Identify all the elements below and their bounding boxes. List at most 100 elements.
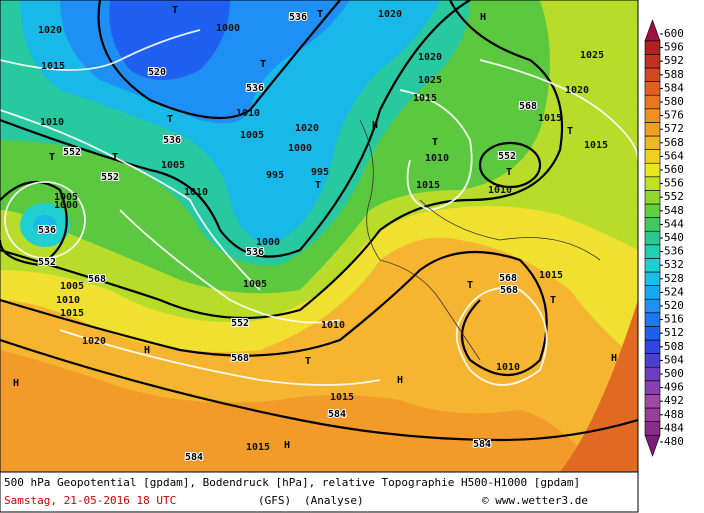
colorbar-swatch — [644, 244, 661, 259]
colorbar-swatch — [644, 421, 661, 436]
caption-credit: © www.wetter3.de — [482, 494, 588, 507]
map-label: T — [567, 126, 573, 137]
map-label: H — [611, 353, 617, 364]
colorbar-swatch — [644, 366, 661, 382]
colorbar-label: 600 — [664, 27, 684, 40]
map-label: 584 — [328, 409, 346, 420]
colorbar-swatch — [644, 326, 661, 341]
colorbar-swatch — [644, 122, 661, 137]
colorbar-swatch — [644, 217, 661, 232]
map-label: 995 — [266, 170, 284, 181]
map-label: 536 — [289, 12, 307, 23]
map-label: 552 — [38, 257, 56, 268]
colorbar-label: 496 — [664, 381, 684, 394]
map-label: T — [315, 180, 321, 191]
colorbar-swatch — [644, 407, 661, 422]
map-label: T — [49, 152, 55, 163]
caption-run: (Analyse) — [304, 494, 364, 507]
colorbar-label: 536 — [664, 245, 684, 258]
map-label: 1000 — [288, 143, 312, 154]
map-label: 536 — [246, 247, 264, 258]
colorbar-label: 488 — [664, 408, 684, 421]
colorbar-label: 520 — [664, 299, 684, 312]
colorbar-swatch — [644, 135, 661, 150]
colorbar-label: 524 — [664, 285, 684, 298]
colorbar-label: 544 — [664, 217, 684, 230]
map-label: 1020 — [38, 25, 62, 36]
map-label: 1000 — [256, 237, 280, 248]
map-label: T — [260, 59, 266, 70]
map-label: 1025 — [418, 75, 442, 86]
colorbar-swatch — [644, 434, 661, 457]
colorbar-swatch — [644, 380, 661, 395]
colorbar-label: 492 — [664, 394, 684, 407]
map-label: 1015 — [416, 180, 440, 191]
map-label: 1000 — [216, 23, 240, 34]
colorbar-label: 584 — [664, 81, 684, 94]
map-label: 1015 — [246, 442, 270, 453]
map-label: 1010 — [496, 362, 520, 373]
map-area — [0, 0, 639, 472]
map-label: T — [172, 5, 178, 16]
colorbar-swatch — [644, 190, 661, 205]
colorbar-swatch — [644, 67, 661, 82]
colorbar-label: 556 — [664, 177, 684, 190]
map-label: 568 — [88, 274, 106, 285]
colorbar-swatch — [644, 19, 661, 42]
colorbar-label: 588 — [664, 68, 684, 81]
colorbar-swatch — [644, 339, 661, 354]
map-label: 1015 — [538, 113, 562, 124]
caption-title: 500 hPa Geopotential [gpdam], Bodendruck… — [4, 476, 580, 489]
colorbar-swatch — [644, 54, 661, 69]
colorbar-swatch — [644, 271, 661, 286]
colorbar-label: 532 — [664, 258, 684, 271]
map-label: 536 — [163, 135, 181, 146]
colorbar-swatch — [644, 258, 661, 273]
map-label: 1010 — [488, 185, 512, 196]
map-label: 1005 — [243, 279, 267, 290]
colorbar-label: 560 — [664, 163, 684, 176]
map-label: 536 — [38, 225, 56, 236]
map-label: H — [13, 378, 19, 389]
map-label: 1015 — [330, 392, 354, 403]
map-label: T — [506, 167, 512, 178]
colorbar-label: 568 — [664, 136, 684, 149]
map-label: 536 — [246, 83, 264, 94]
map-label: 1020 — [565, 85, 589, 96]
map-label: 1000 — [54, 200, 78, 211]
map-label: 995 — [311, 167, 329, 178]
colorbar-swatch — [644, 298, 661, 314]
map-label: 1010 — [321, 320, 345, 331]
colorbar-swatch — [644, 394, 661, 409]
colorbar-swatch — [644, 203, 661, 218]
colorbar-label: 580 — [664, 95, 684, 108]
map-label: 1010 — [184, 187, 208, 198]
map-label: 1005 — [54, 192, 78, 203]
map-label: 520 — [148, 67, 166, 78]
colorbar-label: 564 — [664, 149, 684, 162]
map-label: 584 — [473, 439, 491, 450]
colorbar-swatch — [644, 176, 661, 191]
colorbar-label: 500 — [664, 367, 684, 380]
map-label: 1005 — [240, 130, 264, 141]
map-label: T — [317, 9, 323, 20]
colorbar-swatch — [644, 230, 661, 246]
colorbar-swatch — [644, 81, 661, 96]
map-label: 552 — [63, 147, 81, 158]
map-label: 1015 — [41, 61, 65, 72]
caption-date: Samstag, 21-05-2016 18 UTC — [4, 494, 176, 507]
colorbar-swatch — [644, 149, 661, 164]
colorbar-label: 552 — [664, 190, 684, 203]
map-label: H — [372, 120, 378, 131]
map-label: 552 — [101, 172, 119, 183]
map-label: 1010 — [40, 117, 64, 128]
map-label: 1020 — [418, 52, 442, 63]
colorbar-label: 508 — [664, 340, 684, 353]
map-label: 568 — [500, 285, 518, 296]
colorbar-label: 548 — [664, 204, 684, 217]
colorbar-swatch — [644, 108, 661, 123]
map-label: 1005 — [161, 160, 185, 171]
map-label: 568 — [231, 353, 249, 364]
colorbar-label: 484 — [664, 421, 684, 434]
